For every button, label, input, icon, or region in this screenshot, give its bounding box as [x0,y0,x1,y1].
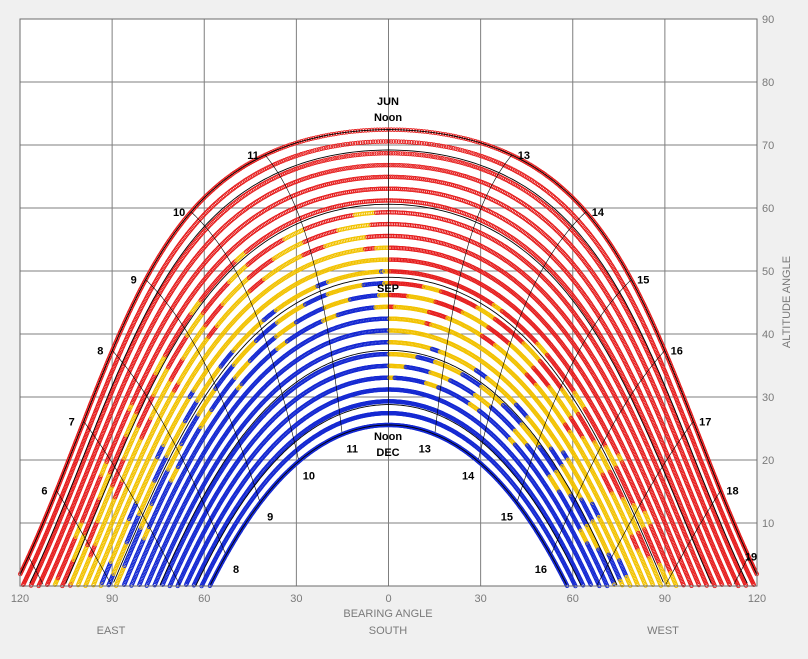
sun-path-chart-window: 1209060300306090120 102030405060708090 6… [0,0,808,654]
sun-path-chart: 1209060300306090120 102030405060708090 6… [0,0,808,654]
